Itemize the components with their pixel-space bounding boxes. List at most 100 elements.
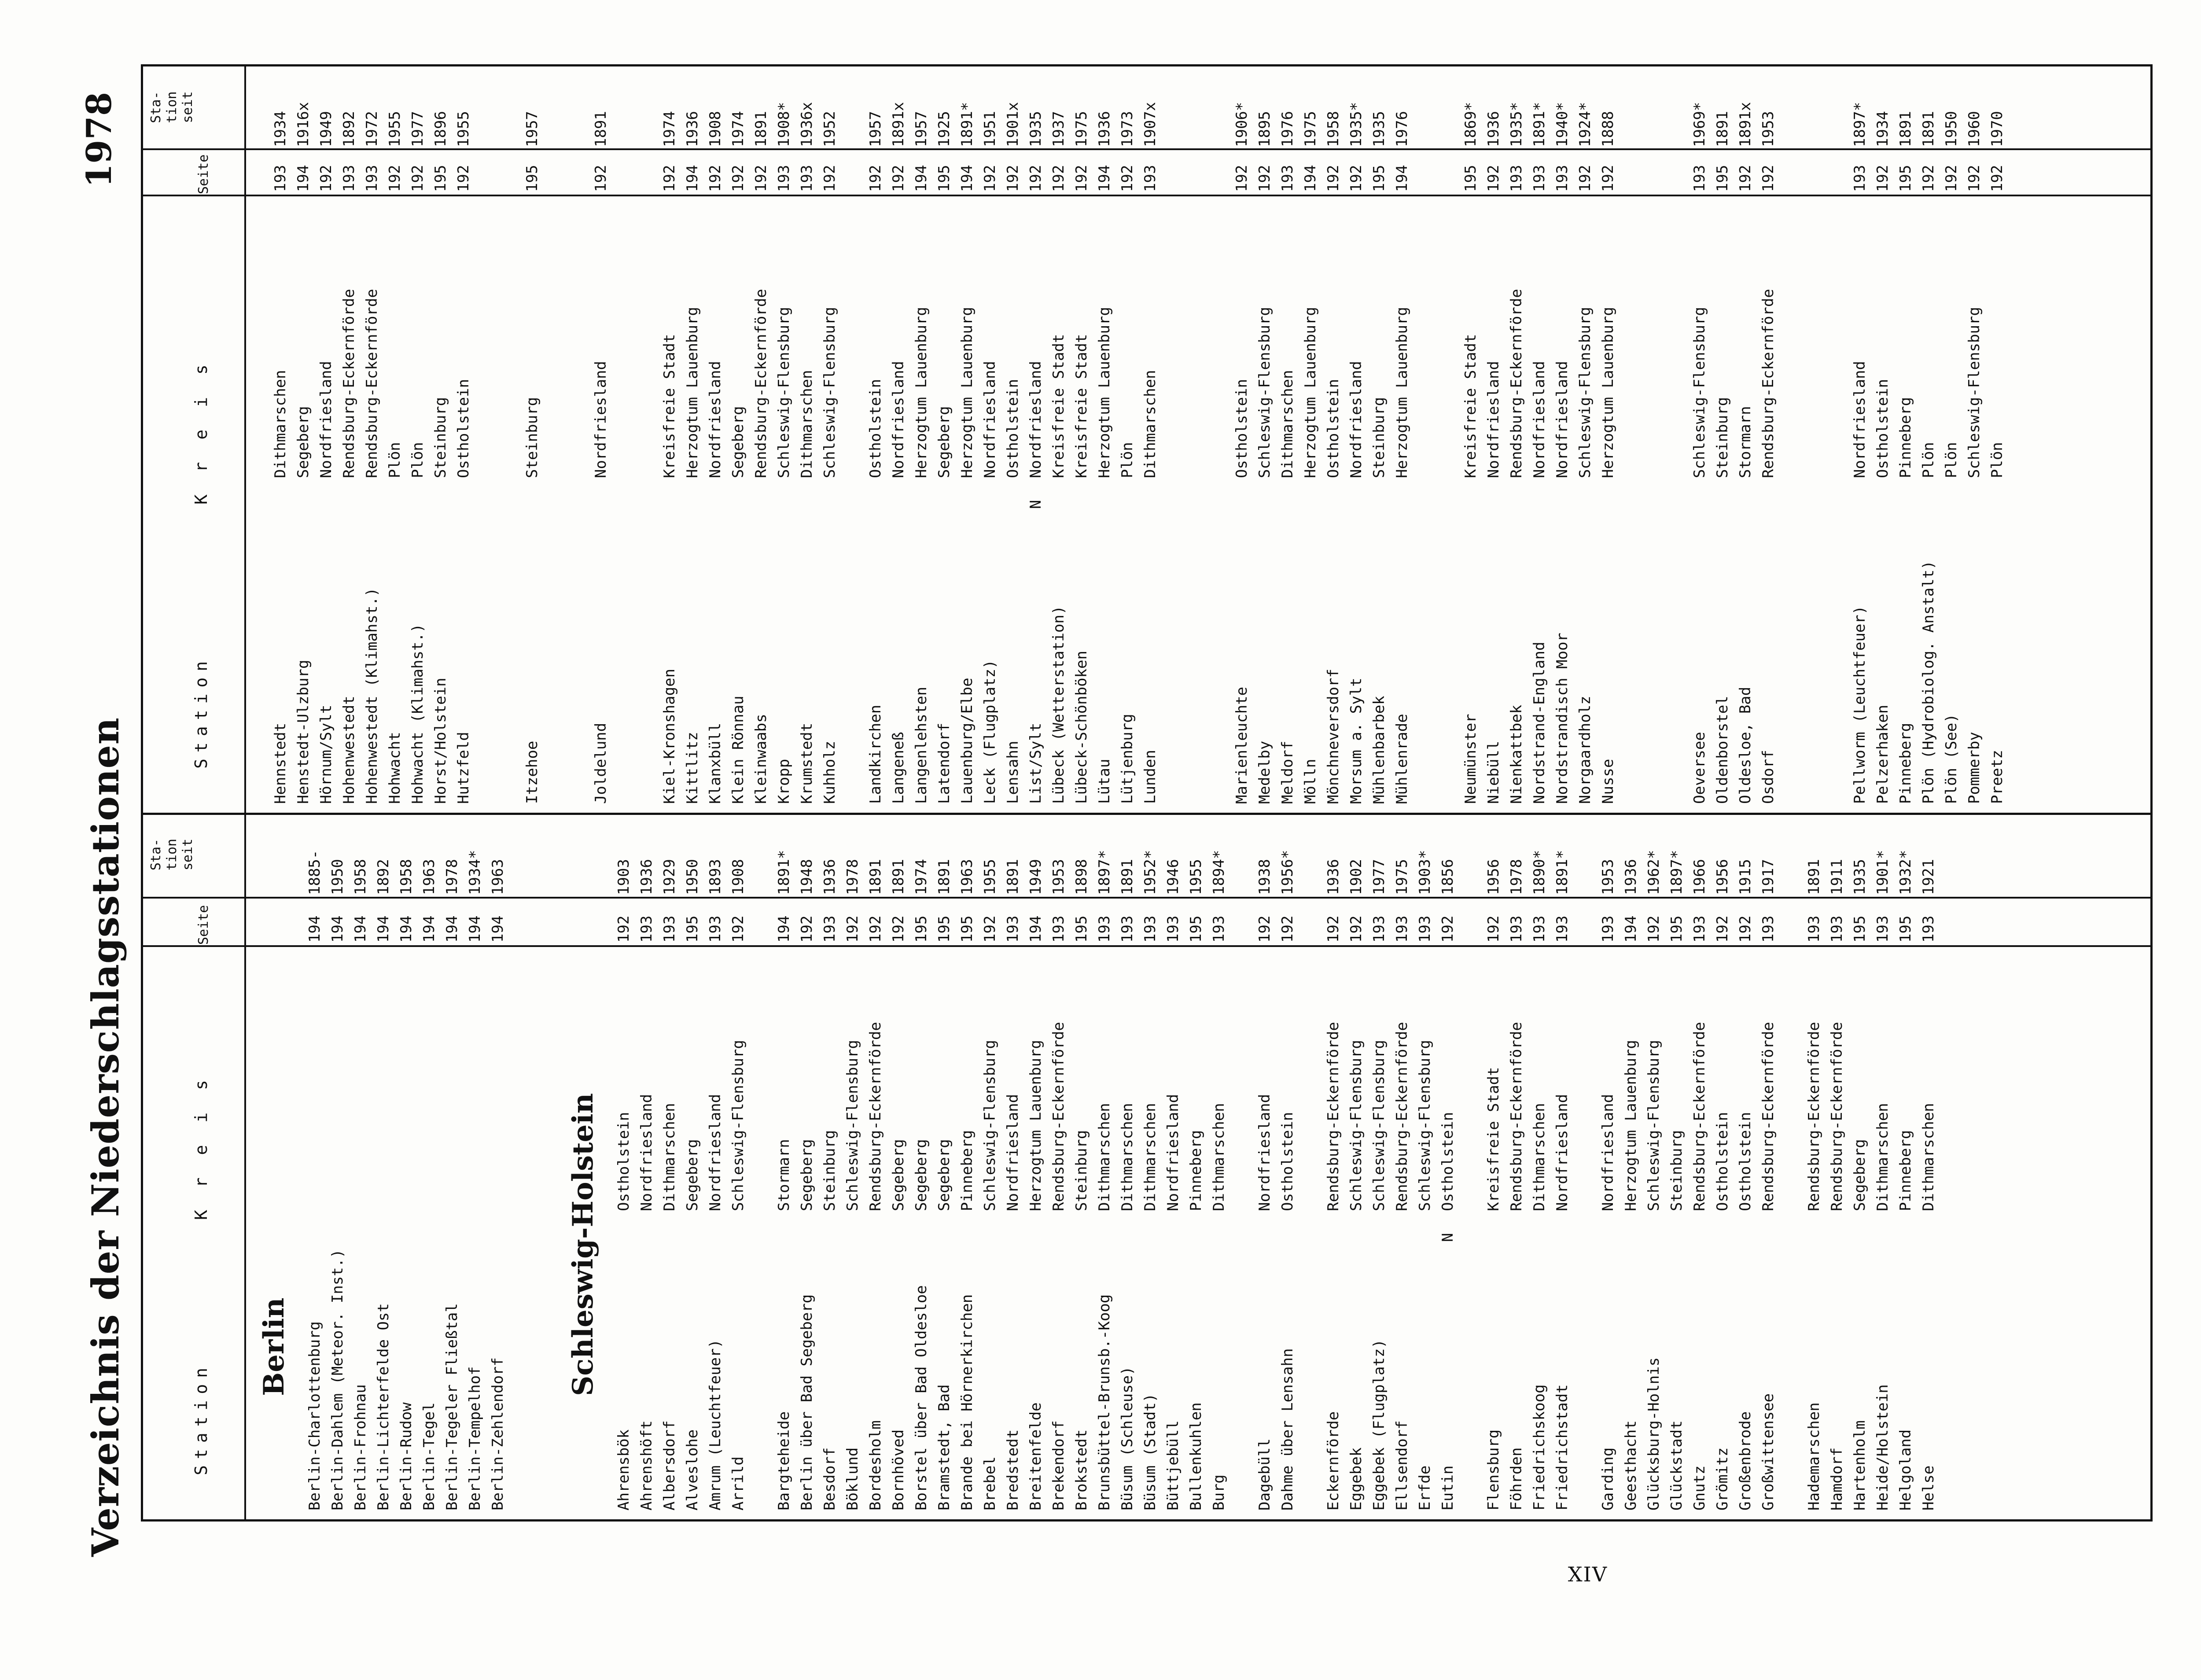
seite-value: 194 <box>913 165 930 192</box>
table-row: Nienkattbek Rendsburg-Eckernförde 193 1935* <box>1508 64 1528 813</box>
table-row: Alveslohe Segeberg 195 1950 <box>684 815 704 1519</box>
kreis-name: Dithmarschen <box>661 1103 678 1211</box>
station-name: Plön (Hydrobiolog. Anstalt) <box>1920 560 1937 804</box>
station-seit: 1978 <box>844 859 861 895</box>
kreis-name: Herzogtum Lauenburg <box>1027 1040 1045 1211</box>
table-row: Brande bei Hörnerkirchen Pinneberg 195 1963 <box>958 815 979 1519</box>
station-seit: 1975 <box>1393 859 1411 895</box>
kreis-name: Segeberg <box>935 406 953 478</box>
seite-value: 194 <box>352 915 369 943</box>
table-row: Eckernförde Rendsburg-Eckernförde 192 1936 <box>1325 815 1345 1519</box>
station-seit: 1892 <box>375 859 392 895</box>
table-row: Meldorf Dithmarschen 193 1976 <box>1279 64 1299 813</box>
seite-value: 193 <box>1004 915 1022 943</box>
station-name: Burg <box>1210 1474 1228 1511</box>
station-name: Pinneberg <box>1897 722 1914 804</box>
kreis-name: Dithmarschen <box>272 370 289 478</box>
kreis-name: Rendsburg-Eckernförde <box>1828 1022 1846 1211</box>
marker-n: N <box>1439 1233 1457 1242</box>
station-seit: 1891 <box>1897 111 1914 147</box>
table-row: Berlin über Bad Segeberg Segeberg 192 1948 <box>798 815 818 1519</box>
table-row: Böklund Schleswig-Flensburg 192 1978 <box>844 815 864 1519</box>
table-row: Eutin Ostholstein 192 1856 N <box>1439 815 1459 1519</box>
station-name: Helgoland <box>1897 1429 1914 1511</box>
seite-value: 192 <box>867 915 884 943</box>
table-row: Mönchneversdorf Ostholstein 192 1958 <box>1325 64 1345 813</box>
kreis-name: Segeberg <box>798 1139 816 1211</box>
kreis-name: Rendsburg-Eckernförde <box>1325 1022 1342 1211</box>
station-seit: 1972 <box>363 111 381 147</box>
station-seit: 1950 <box>684 859 701 895</box>
station-seit: 1891 <box>1714 111 1731 147</box>
kreis-name: Rendsburg-Eckernförde <box>1508 1022 1525 1211</box>
station-name: Mölln <box>1302 759 1319 804</box>
station-seit: 1935* <box>1508 102 1525 147</box>
station-name: Büttjebüll <box>1164 1420 1182 1511</box>
kreis-name: Dithmarschen <box>1096 1103 1113 1211</box>
seite-value: 193 <box>1416 915 1434 943</box>
seite-value: 195 <box>1714 165 1731 192</box>
table-row: Langenlehsten Herzogtum Lauenburg 194 1957 <box>913 64 933 813</box>
table-row: Oldenborstel Steinburg 195 1891 <box>1714 64 1734 813</box>
table-row: Latendorf Segeberg 195 1925 <box>935 64 956 813</box>
table-row: Berlin-Charlottenburg 194 1885- <box>306 815 326 1519</box>
table-row: Glückstadt Steinburg 195 1897* <box>1668 815 1688 1519</box>
station-seit: 1906* <box>1233 102 1251 147</box>
table-row: Lübeck (Wetterstation) Kreisfreie Stadt 19… <box>1050 64 1070 813</box>
seite-value: 193 <box>1759 915 1777 943</box>
table-row: Garding Nordfriesland 193 1953 <box>1599 815 1619 1519</box>
table-row: Brunsbüttel-Brunsb.-Koog Dithmarschen 193 1… <box>1096 815 1116 1519</box>
seite-value: 194 <box>958 165 976 192</box>
station-name: Glückstadt <box>1668 1420 1686 1511</box>
station-seit: 1891x <box>890 102 907 147</box>
station-seit: 1946 <box>1164 859 1182 895</box>
seite-value: 192 <box>1737 915 1754 943</box>
kreis-name: Dithmarschen <box>798 370 816 478</box>
kreis-name: Schleswig-Flensburg <box>1347 1040 1365 1211</box>
station-seit: 1936 <box>1622 859 1640 895</box>
table-row: Bargteheide Stormarn 194 1891* <box>775 815 795 1519</box>
table-row: Klanxbüll Nordfriesland 192 1908 <box>707 64 727 813</box>
seite-value: 193 <box>1553 165 1571 192</box>
station-seit: 1903* <box>1416 850 1434 895</box>
seite-value: 192 <box>1347 165 1365 192</box>
seite-value: 193 <box>1141 165 1159 192</box>
station-name: Brande bei Hörnerkirchen <box>958 1294 976 1511</box>
station-name: Landkirchen <box>867 704 884 804</box>
kreis-name: Kreisfreie Stadt <box>1462 334 1480 478</box>
table-row: Büsum (Stadt) Dithmarschen 193 1952* <box>1141 815 1162 1519</box>
kreis-name: Schleswig-Flensburg <box>821 307 839 478</box>
table-row: Oeversee Schleswig-Flensburg 193 1969* <box>1691 64 1711 813</box>
table-row: Flensburg Kreisfreie Stadt 192 1956 <box>1485 815 1505 1519</box>
table-row: Kuhholz Schleswig-Flensburg 192 1952 <box>821 64 841 813</box>
table-row: Hohwacht (Klimahst.) Plön 192 1977 <box>409 64 429 813</box>
station-name: Klein Rönnau <box>729 696 747 804</box>
station-seit: 1963 <box>420 859 438 895</box>
table-row: Helse Dithmarschen 193 1921 <box>1920 815 1940 1519</box>
station-seit: 1955 <box>1187 859 1205 895</box>
station-name: Bullenkuhlen <box>1187 1402 1205 1511</box>
kreis-name: Herzogtum Lauenburg <box>1393 307 1411 478</box>
station-seit: 1891x <box>1737 102 1754 147</box>
kreis-name: Dithmarschen <box>1874 1103 1892 1211</box>
table-row: Berlin-Rudow 194 1958 <box>398 815 418 1519</box>
kreis-name: Nordfriesland <box>317 361 335 478</box>
kreis-name: Rendsburg-Eckernförde <box>752 289 770 478</box>
seite-value: 192 <box>1050 165 1067 192</box>
table-row: Helgoland Pinneberg 195 1932* <box>1897 815 1917 1519</box>
header-seite: Seite <box>196 905 211 945</box>
station-name: Böklund <box>844 1447 861 1511</box>
station-seit: 1891 <box>1119 859 1136 895</box>
station-name: Eckernförde <box>1325 1411 1342 1511</box>
station-name: Brunsbüttel-Brunsb.-Koog <box>1096 1294 1113 1511</box>
station-seit: 1934 <box>1874 111 1892 147</box>
table-row: Hohwacht Plön 192 1955 <box>386 64 406 813</box>
seite-value: 193 <box>1370 915 1388 943</box>
seite-value: 195 <box>958 915 976 943</box>
station-name: Hennstedt <box>272 722 289 804</box>
seite-value: 192 <box>455 165 472 192</box>
seite-value: 193 <box>1691 915 1708 943</box>
table-row: Preetz Plön 192 1970 <box>1988 64 2009 813</box>
kreis-name: Stormarn <box>775 1139 793 1211</box>
table-row: Berlin-Tempelhof 194 1934* <box>466 815 486 1519</box>
